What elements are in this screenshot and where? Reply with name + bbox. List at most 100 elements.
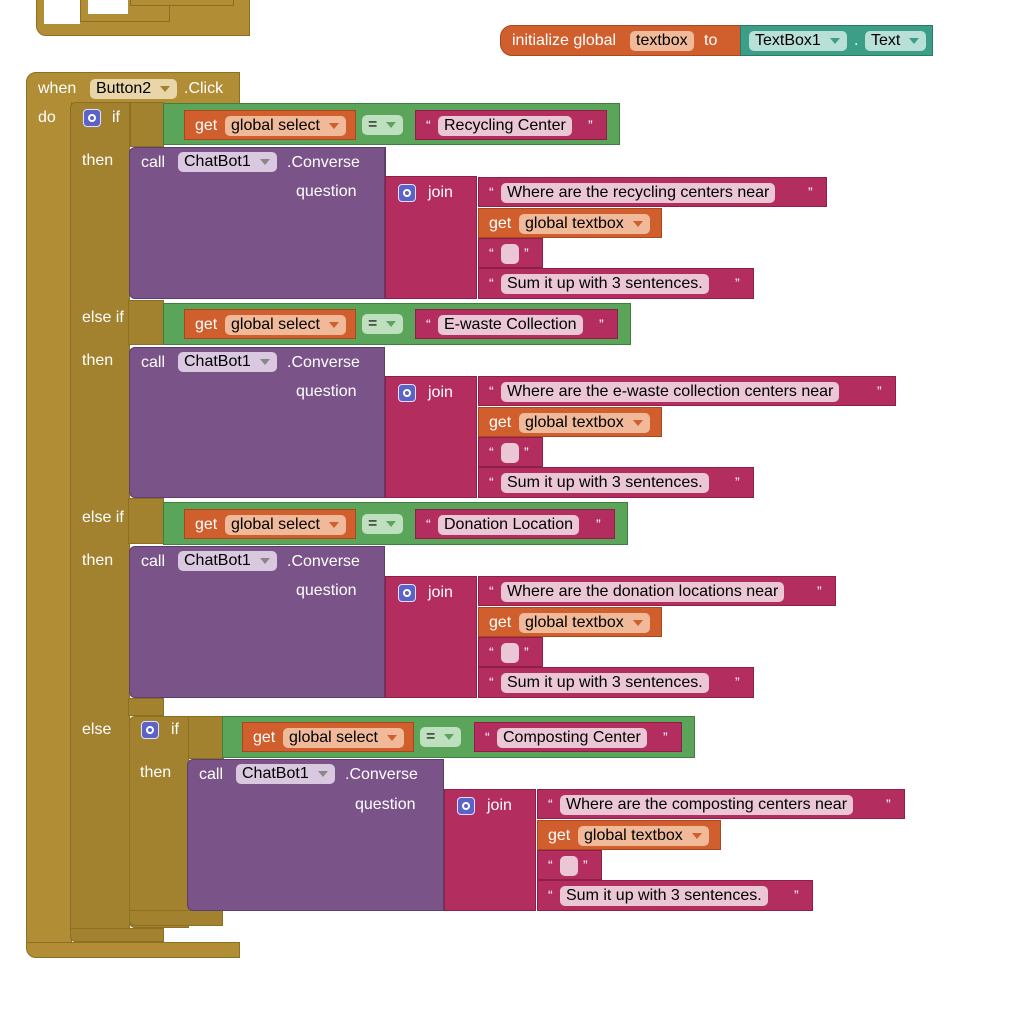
close-quote: ”	[663, 729, 668, 745]
text-q3-block-1[interactable]: “ Sum it up with 3 sentences. ”	[478, 268, 754, 299]
compare-text[interactable]: E-waste Collection	[438, 315, 583, 335]
event-block-header[interactable]: when Button2 .Click	[26, 72, 240, 104]
var-dropdown[interactable]: global select	[225, 116, 346, 136]
space-text[interactable]	[501, 443, 519, 463]
compare-text[interactable]: Composting Center	[497, 728, 647, 748]
close-quote: ”	[877, 383, 882, 399]
var-name: global select	[289, 729, 378, 746]
var-dropdown[interactable]: global select	[225, 515, 346, 535]
component-dropdown[interactable]: TextBox1	[749, 31, 847, 51]
var-dropdown[interactable]: global select	[283, 728, 404, 748]
chevron-down-icon	[632, 221, 643, 227]
text-space-block-4[interactable]: “ ”	[537, 850, 602, 880]
gear-icon[interactable]	[457, 797, 475, 815]
button-dropdown[interactable]: Button2	[90, 79, 178, 99]
call-block-1[interactable]: call ChatBot1 .Converse question	[129, 147, 385, 299]
join-block-4[interactable]: join	[444, 789, 536, 911]
method-label: .Converse	[287, 553, 360, 570]
var-dropdown[interactable]: global textbox	[519, 613, 650, 633]
text-block-compare-1[interactable]: “ Recycling Center ”	[415, 110, 607, 140]
join-block-3[interactable]: join	[385, 576, 477, 698]
question-text-1[interactable]: Where are the e-waste collection centers…	[501, 382, 840, 402]
chatbot-dropdown[interactable]: ChatBot1	[236, 764, 335, 784]
nested-if-block[interactable]	[129, 716, 189, 928]
var-dropdown[interactable]: global textbox	[519, 413, 650, 433]
text-q3-block-3[interactable]: “ Sum it up with 3 sentences. ”	[478, 667, 754, 698]
text-q1-block-2[interactable]: “ Where are the e-waste collection cente…	[478, 376, 896, 406]
then-label-2: then	[82, 352, 114, 369]
text-block-compare-4[interactable]: “ Composting Center ”	[474, 722, 682, 752]
call-block-2[interactable]: call ChatBot1 .Converse question	[129, 347, 385, 498]
text-q3-block-4[interactable]: “ Sum it up with 3 sentences. ”	[537, 880, 813, 911]
text-space-block-3[interactable]: “ ”	[478, 637, 543, 667]
var-name: global select	[231, 516, 320, 533]
chatbot-dropdown[interactable]: ChatBot1	[178, 551, 277, 571]
question-text-1[interactable]: Where are the composting centers near	[560, 795, 854, 815]
text-space-block-2[interactable]: “ ”	[478, 437, 543, 467]
question-text-1[interactable]: Where are the recycling centers near	[501, 183, 776, 203]
gear-icon[interactable]	[398, 584, 416, 602]
fragment-gap2	[88, 0, 128, 14]
elseif-row-fill-1	[128, 300, 164, 345]
var-dropdown[interactable]: global textbox	[578, 826, 709, 846]
dot-label: .	[854, 32, 859, 49]
question-text-3[interactable]: Sum it up with 3 sentences.	[501, 274, 709, 294]
eq-dropdown-1[interactable]: =	[362, 115, 404, 135]
compare-text[interactable]: Recycling Center	[438, 116, 572, 136]
get-select-block-1[interactable]: get global select	[184, 110, 356, 140]
call-block-4[interactable]: call ChatBot1 .Converse question	[187, 759, 444, 911]
open-quote: “	[489, 644, 494, 660]
get-textbox-block-1[interactable]: get global textbox	[478, 208, 662, 238]
get-textbox-block-4[interactable]: get global textbox	[537, 820, 721, 850]
eq-dropdown-2[interactable]: =	[362, 314, 404, 334]
text-space-block-1[interactable]: “ ”	[478, 238, 543, 268]
gear-icon[interactable]	[398, 384, 416, 402]
text-block-compare-2[interactable]: “ E-waste Collection ”	[415, 309, 618, 339]
if-row-fill	[130, 102, 164, 147]
get-label: get	[489, 215, 512, 232]
text-q1-block-3[interactable]: “ Where are the donation locations near …	[478, 576, 836, 606]
get-textbox-block-2[interactable]: get global textbox	[478, 407, 662, 437]
text-block-compare-3[interactable]: “ Donation Location ”	[415, 509, 615, 539]
get-textbox-block-3[interactable]: get global textbox	[478, 607, 662, 637]
initialize-global-block[interactable]: initialize global textbox to	[500, 25, 744, 56]
eq-dropdown-3[interactable]: =	[362, 514, 404, 534]
global-var-name[interactable]: textbox	[630, 31, 694, 51]
question-text-3[interactable]: Sum it up with 3 sentences.	[501, 673, 709, 693]
text-q1-block-1[interactable]: “ Where are the recycling centers near ”	[478, 177, 827, 207]
chevron-down-icon	[909, 38, 920, 44]
event-name: .Click	[184, 80, 224, 97]
textbox-text-getter[interactable]: TextBox1 . Text	[740, 25, 933, 56]
eq-dropdown-4[interactable]: =	[420, 727, 462, 747]
question-text-1[interactable]: Where are the donation locations near	[501, 582, 785, 602]
space-text[interactable]	[501, 643, 519, 663]
chevron-down-icon	[386, 735, 397, 741]
chatbot-dropdown[interactable]: ChatBot1	[178, 152, 277, 172]
join-block-2[interactable]: join	[385, 376, 477, 498]
question-text-3[interactable]: Sum it up with 3 sentences.	[560, 886, 768, 906]
var-dropdown[interactable]: global textbox	[519, 214, 650, 234]
question-text-3[interactable]: Sum it up with 3 sentences.	[501, 473, 709, 493]
get-select-block-4[interactable]: get global select	[242, 722, 414, 752]
question-label: question	[296, 582, 357, 599]
text-q3-block-2[interactable]: “ Sum it up with 3 sentences. ”	[478, 467, 754, 498]
property-dropdown[interactable]: Text	[865, 31, 927, 51]
chatbot-name: ChatBot1	[184, 353, 251, 370]
call-block-3[interactable]: call ChatBot1 .Converse question	[129, 546, 385, 698]
chatbot-dropdown[interactable]: ChatBot1	[178, 352, 277, 372]
do-label: do	[38, 109, 56, 126]
text-q1-block-4[interactable]: “ Where are the composting centers near …	[537, 789, 905, 819]
gear-icon[interactable]	[141, 721, 159, 739]
get-select-block-3[interactable]: get global select	[184, 509, 356, 539]
get-select-block-2[interactable]: get global select	[184, 309, 356, 339]
gear-icon[interactable]	[398, 184, 416, 202]
space-text[interactable]	[560, 856, 578, 876]
space-text[interactable]	[501, 244, 519, 264]
call-label: call	[199, 766, 224, 783]
compare-text[interactable]: Donation Location	[438, 515, 579, 535]
eq-label: =	[368, 515, 378, 532]
join-block-1[interactable]: join	[385, 176, 477, 299]
var-name: global textbox	[525, 215, 624, 232]
var-dropdown[interactable]: global select	[225, 315, 346, 335]
gear-icon[interactable]	[83, 109, 101, 127]
